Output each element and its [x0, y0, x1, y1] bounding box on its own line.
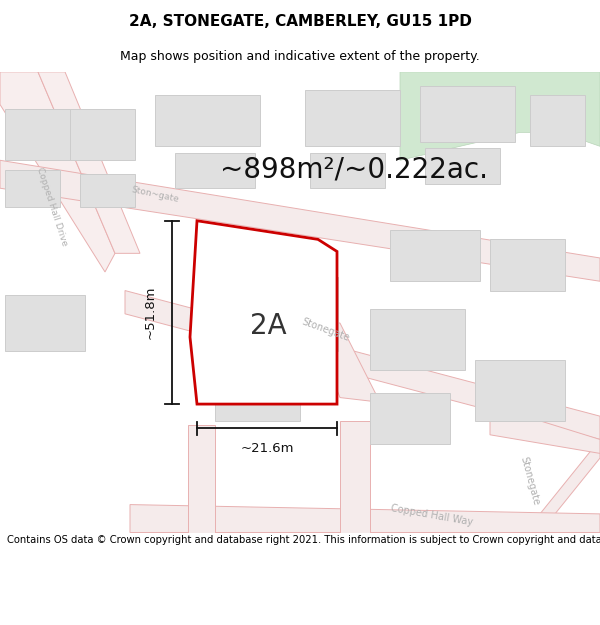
Bar [370, 309, 465, 369]
Text: ~21.6m: ~21.6m [240, 442, 294, 455]
Bar [5, 295, 85, 351]
Text: Ston~gate: Ston~gate [130, 185, 179, 204]
Text: 2A: 2A [250, 312, 286, 340]
Text: Map shows position and indicative extent of the property.: Map shows position and indicative extent… [120, 49, 480, 62]
Text: ~898m²/~0.222ac.: ~898m²/~0.222ac. [220, 156, 488, 184]
Polygon shape [190, 221, 337, 404]
Text: 2A, STONEGATE, CAMBERLEY, GU15 1PD: 2A, STONEGATE, CAMBERLEY, GU15 1PD [128, 14, 472, 29]
Bar [475, 361, 565, 421]
Text: Copped Hall Drive: Copped Hall Drive [35, 166, 69, 248]
Bar [390, 230, 480, 281]
Bar [530, 95, 585, 146]
Bar [5, 169, 60, 207]
Bar [5, 109, 80, 160]
Bar [420, 86, 515, 142]
Polygon shape [340, 421, 370, 532]
Bar [310, 153, 385, 188]
Text: Stonegate: Stonegate [300, 316, 350, 343]
Bar [490, 239, 565, 291]
Polygon shape [400, 72, 600, 160]
Polygon shape [0, 160, 600, 281]
Bar [215, 291, 315, 351]
Polygon shape [38, 72, 140, 253]
Bar [70, 109, 135, 160]
Polygon shape [0, 72, 115, 272]
Polygon shape [188, 426, 215, 532]
Polygon shape [125, 291, 600, 439]
Text: Contains OS data © Crown copyright and database right 2021. This information is : Contains OS data © Crown copyright and d… [7, 535, 600, 545]
Bar [425, 148, 500, 184]
Text: Stonegate: Stonegate [518, 456, 541, 507]
Text: ~51.8m: ~51.8m [143, 286, 157, 339]
Polygon shape [490, 411, 600, 453]
Polygon shape [300, 309, 380, 402]
Bar [305, 91, 400, 146]
Polygon shape [130, 504, 600, 532]
Bar [155, 95, 260, 146]
Bar [215, 369, 300, 421]
Bar [248, 277, 338, 351]
Text: Copped Hall Way: Copped Hall Way [390, 504, 473, 528]
Bar [370, 393, 450, 444]
Bar [80, 174, 135, 207]
Polygon shape [510, 439, 600, 532]
Bar [175, 153, 255, 188]
